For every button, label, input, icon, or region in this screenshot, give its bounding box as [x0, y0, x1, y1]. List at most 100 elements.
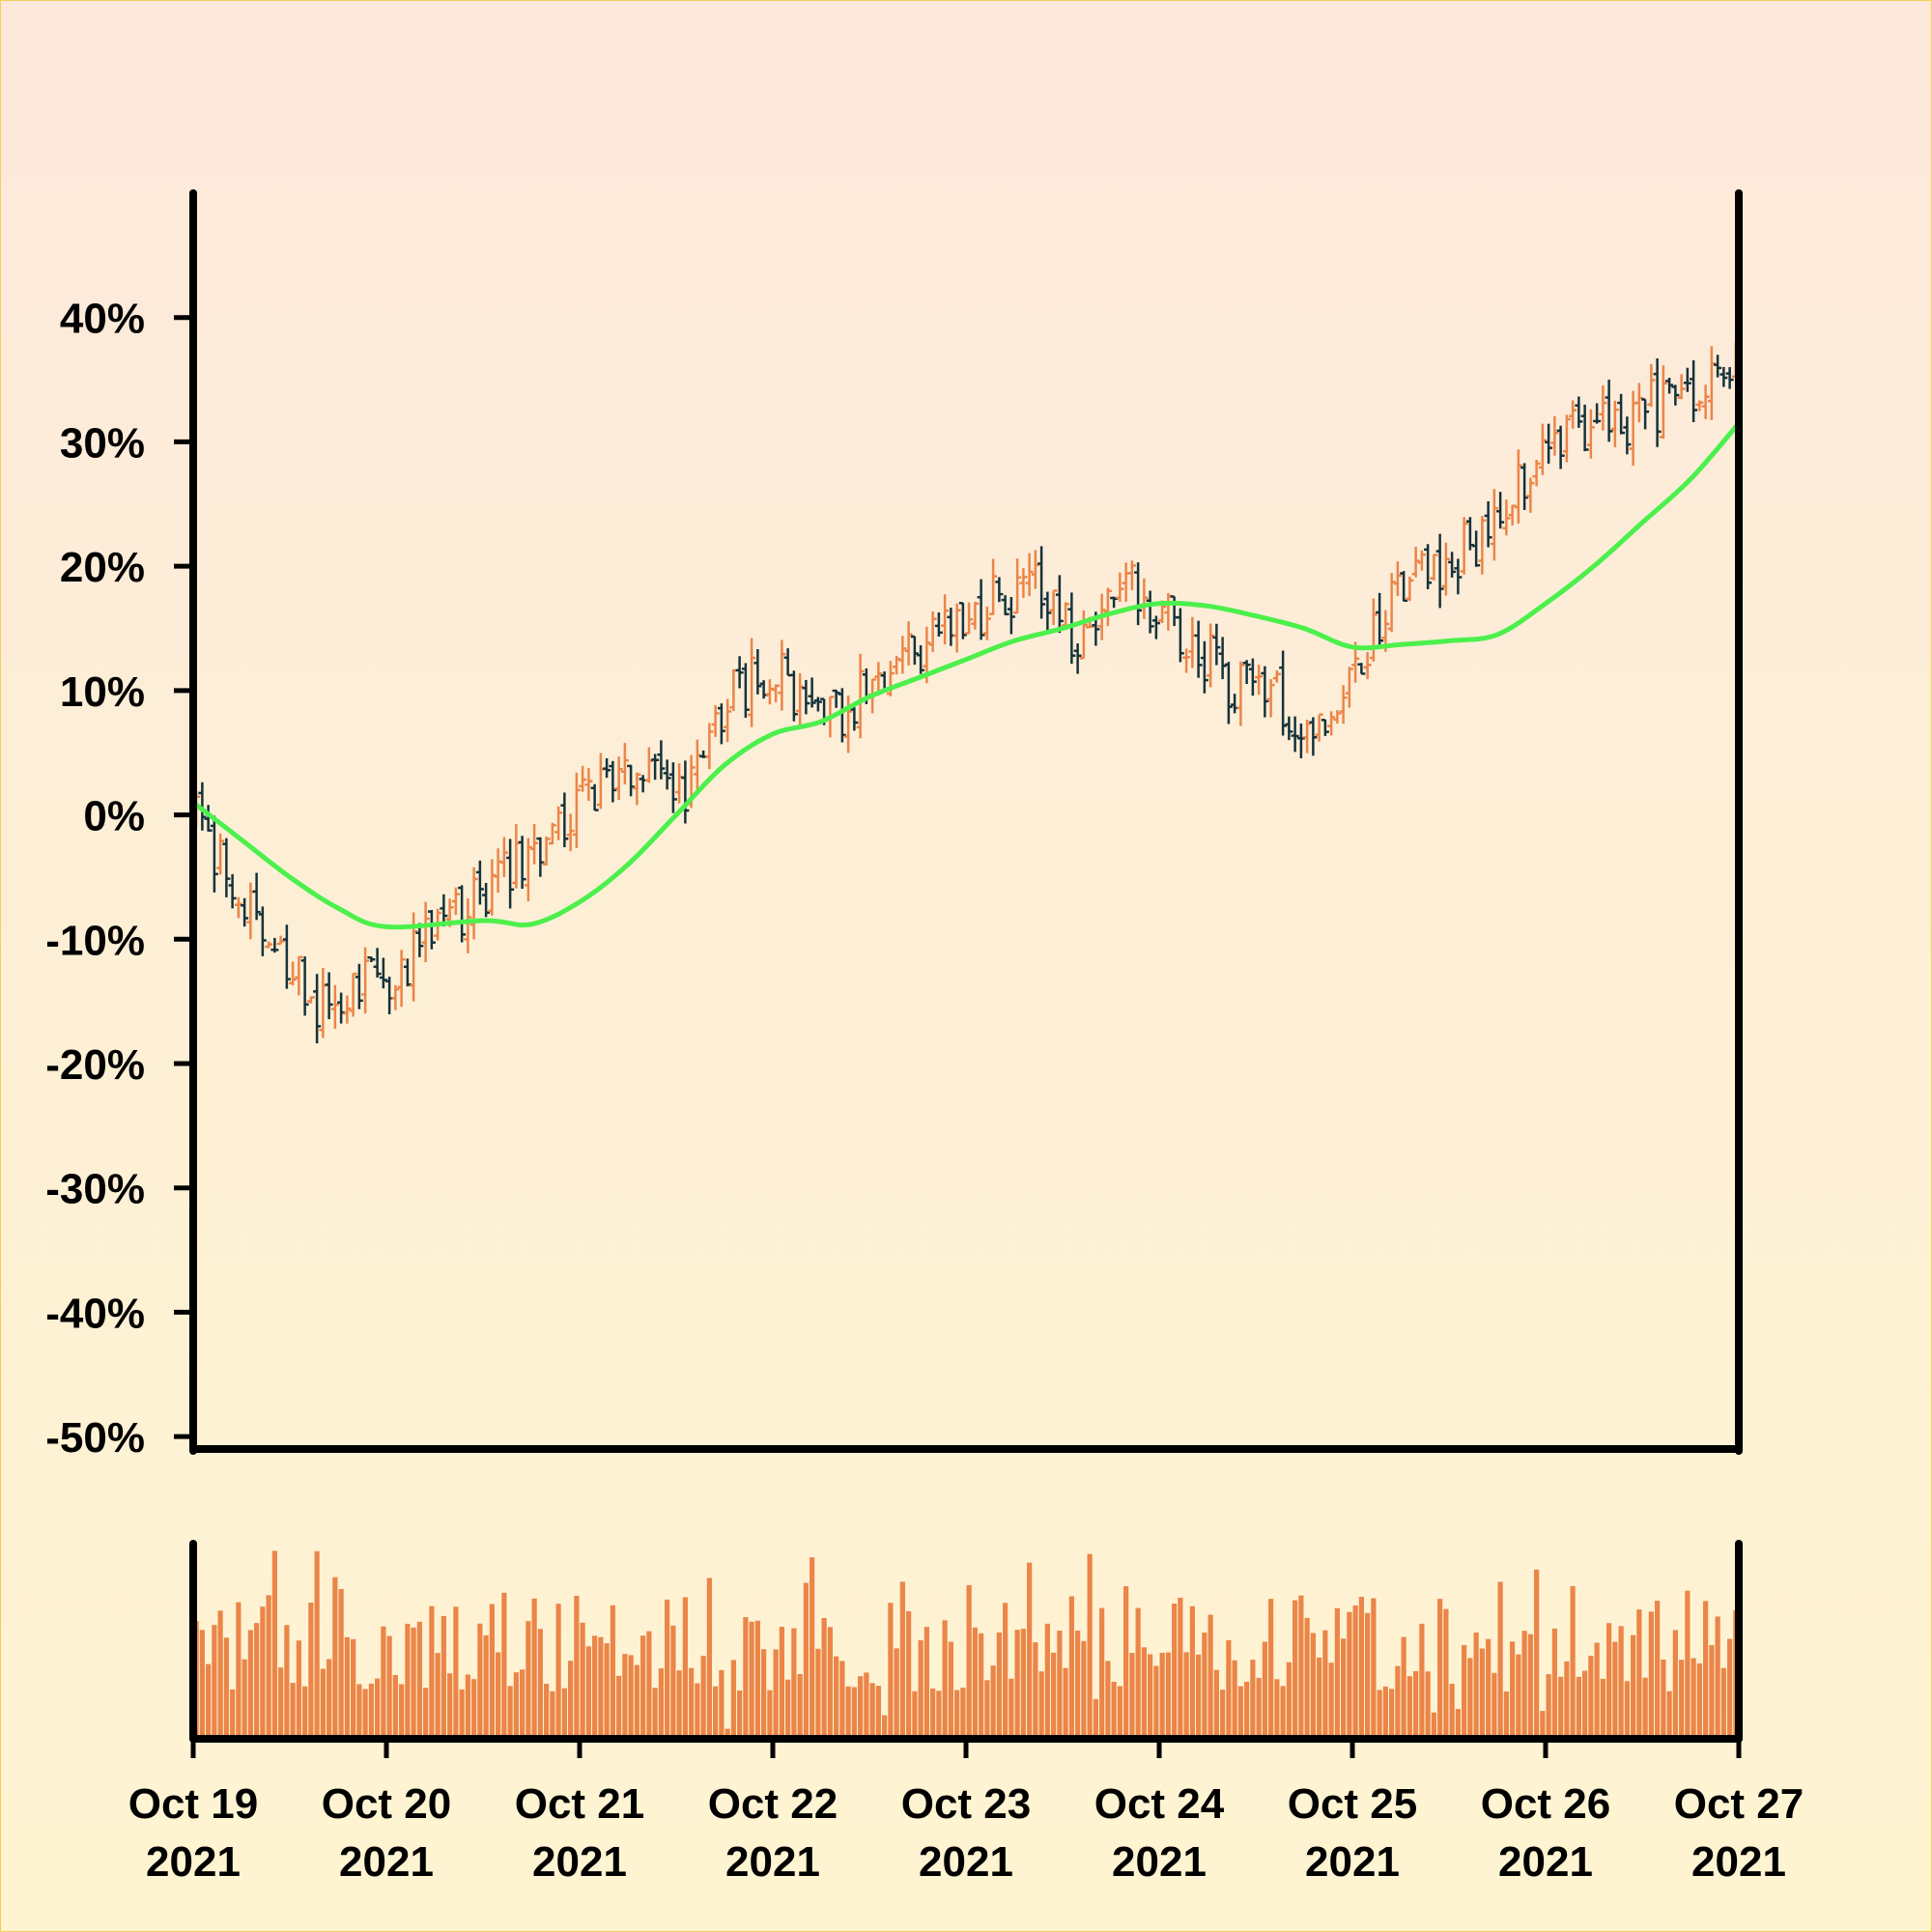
volume-bar [423, 1688, 429, 1735]
volume-bar [912, 1690, 918, 1735]
volume-bar [1655, 1601, 1661, 1735]
ohlc-bar-down [355, 963, 363, 1009]
ohlc-bar-down [458, 885, 467, 943]
volume-bar [1286, 1662, 1292, 1735]
x-tick-label-year: 2021 [1112, 1838, 1207, 1886]
ohlc-bar-down [1719, 366, 1728, 387]
volume-bar [302, 1686, 308, 1735]
y-tick-label: -50% [45, 1414, 145, 1462]
volume-bar [568, 1661, 574, 1735]
ohlc-bar-down [735, 656, 744, 689]
ohlc-bar-down [838, 688, 846, 743]
volume-bar [1727, 1638, 1733, 1735]
volume-bar [918, 1640, 923, 1735]
ohlc-bar-down [1296, 724, 1305, 758]
volume-bar [254, 1623, 260, 1735]
volume-bar [1377, 1690, 1382, 1735]
volume-bar [646, 1631, 652, 1735]
ohlc-bar-up [965, 602, 974, 635]
ohlc-bar-up [982, 606, 991, 640]
ohlc-bar-up [1207, 623, 1215, 688]
volume-bar [561, 1688, 567, 1735]
ohlc-bar-up [1387, 573, 1396, 633]
volume-bar [266, 1595, 271, 1735]
ohlc-bar-down [590, 783, 599, 811]
ohlc-bar-down [917, 645, 925, 674]
ohlc-bar-down [958, 602, 967, 639]
volume-bar [1534, 1569, 1540, 1735]
volume-bar [1159, 1652, 1165, 1735]
volume-bar [1594, 1642, 1600, 1735]
x-tick-label-year: 2021 [725, 1838, 820, 1886]
volume-bar [640, 1635, 646, 1735]
ohlc-bar-up [306, 996, 315, 1004]
volume-bar [381, 1626, 386, 1735]
volume-bar [1087, 1553, 1093, 1735]
ohlc-bar-down [1683, 367, 1691, 392]
ohlc-bar-down [657, 740, 666, 780]
volume-bar [416, 1621, 422, 1735]
volume-bar [834, 1656, 839, 1735]
volume-bar [1093, 1698, 1098, 1735]
volume-bar [501, 1592, 507, 1735]
volume-bar [1250, 1660, 1256, 1735]
volume-bar [320, 1668, 326, 1735]
volume-bar [1051, 1652, 1057, 1735]
volume-bar [610, 1605, 615, 1735]
x-tick-label: Oct 21 [515, 1780, 645, 1828]
ohlc-bar-down [1261, 666, 1269, 718]
volume-bar [1111, 1681, 1117, 1735]
volume-bar [1129, 1653, 1135, 1735]
ohlc-bar-up [898, 636, 907, 674]
ohlc-bar-down [681, 760, 690, 824]
volume-bar [1220, 1690, 1226, 1735]
volume-bar [405, 1623, 411, 1735]
volume-bar [344, 1636, 350, 1735]
volume-bar [1510, 1641, 1516, 1735]
ohlc-bar-up [1406, 576, 1414, 602]
volume-bar [1371, 1598, 1377, 1735]
ohlc-bar-down [1176, 608, 1184, 663]
volume-bar [1661, 1659, 1666, 1735]
ohlc-bar-up [579, 765, 587, 792]
ohlc-bar-down [609, 760, 617, 803]
volume-bar [1153, 1665, 1159, 1735]
volume-bar [332, 1577, 338, 1735]
ohlc-bar-up [1103, 587, 1112, 627]
ohlc-bar-down [241, 897, 249, 927]
volume-bar [1715, 1616, 1720, 1735]
ohlc-bar-up [1339, 685, 1348, 724]
volume-bar [230, 1689, 236, 1735]
volume-bar [1527, 1634, 1533, 1735]
ohlc-bar-down [753, 648, 762, 695]
volume-bar [858, 1676, 864, 1735]
volume-bar [580, 1622, 585, 1735]
ohlc-bar-down [270, 937, 279, 953]
ohlc-bar-down [627, 764, 636, 797]
volume-bar [356, 1684, 362, 1735]
volume-bar [1588, 1655, 1594, 1735]
ohlc-bar-down [1454, 558, 1463, 595]
ohlc-bar-up [705, 723, 714, 770]
volume-bar [271, 1550, 277, 1735]
ohlc-bar-up [488, 859, 497, 916]
ohlc-bar-up [530, 823, 539, 865]
volume-bar [1358, 1596, 1364, 1735]
volume-bar [284, 1625, 290, 1735]
volume-bar [1196, 1654, 1202, 1735]
ohlc-bar-down [1321, 719, 1329, 736]
volume-bar [803, 1582, 809, 1735]
volume-bar [465, 1674, 470, 1735]
volume-bar [616, 1675, 622, 1735]
ohlc-bar-down [668, 762, 677, 813]
ohlc-bar-up [1013, 558, 1022, 614]
ohlc-bar-up [216, 833, 225, 875]
ohlc-bar-down [1376, 592, 1384, 645]
volume-bar [1365, 1612, 1371, 1735]
x-tick-label: Oct 20 [322, 1780, 452, 1828]
volume-bar [247, 1630, 253, 1735]
volume-bar [1237, 1686, 1243, 1735]
volume-bar [1612, 1641, 1618, 1735]
ohlc-bar-down [1218, 637, 1227, 680]
volume-bar [1618, 1626, 1624, 1735]
